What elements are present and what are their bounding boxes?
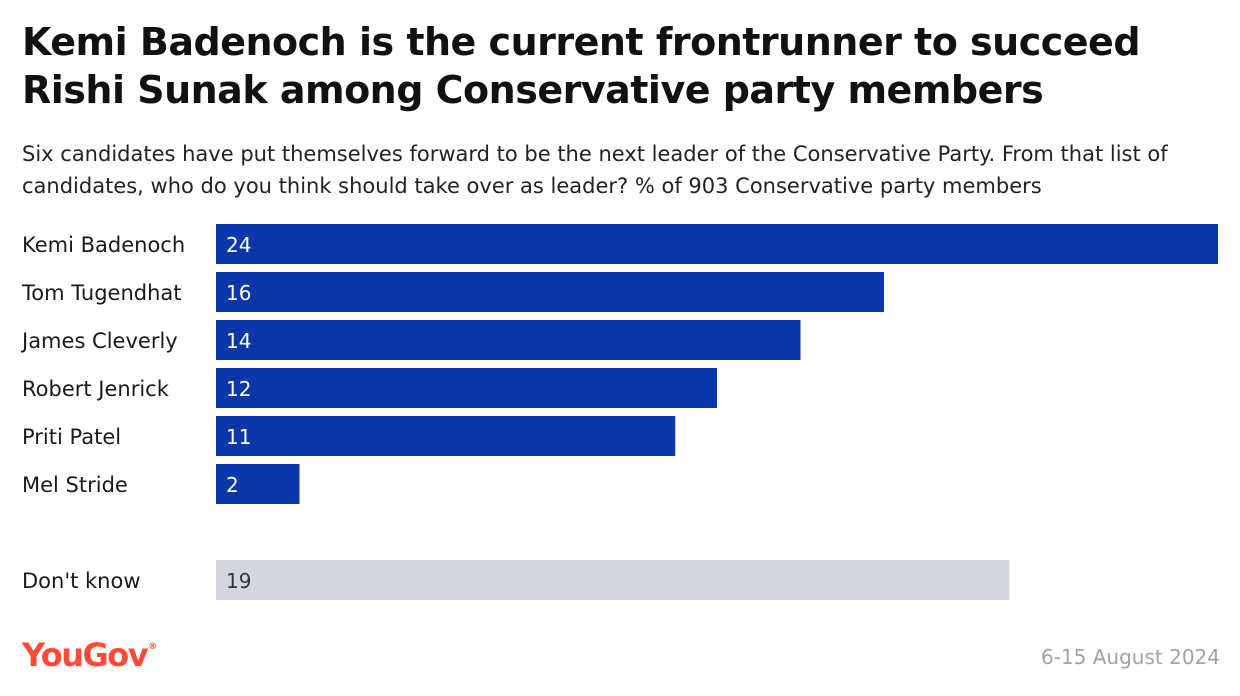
value-label-james-cleverly: 14 (226, 329, 251, 353)
brand-name: YouGov (22, 636, 149, 674)
value-label-tom-tugendhat: 16 (226, 281, 251, 305)
yougov-logo: YouGov® (22, 636, 157, 674)
bar-chart: Kemi Badenoch Tom Tugendhat James Cleverly… (20, 224, 1218, 600)
chart-subtitle: Six candidates have put themselves forwa… (22, 142, 1168, 198)
category-label-robert-jenrick: Robert Jenrick (22, 377, 170, 401)
bars (216, 224, 1218, 600)
fieldwork-date: 6-15 August 2024 (1041, 645, 1220, 669)
value-label-don-t-know: 19 (226, 569, 251, 593)
bar-tom-tugendhat (216, 272, 884, 312)
category-labels: Kemi Badenoch Tom Tugendhat James Cleverly… (20, 233, 185, 593)
category-label-james-cleverly: James Cleverly (20, 329, 178, 353)
category-label-mel-stride: Mel Stride (22, 473, 128, 497)
bar-mel-stride (216, 464, 300, 504)
bar-james-cleverly (216, 320, 801, 360)
chart-title: Kemi Badenoch is the current frontrunner… (22, 20, 1141, 112)
bar-kemi-badenoch (216, 224, 1218, 264)
bar-robert-jenrick (216, 368, 717, 408)
category-label-tom-tugendhat: Tom Tugendhat (21, 281, 182, 305)
value-label-robert-jenrick: 12 (226, 377, 251, 401)
bar-priti-patel (216, 416, 676, 456)
value-labels: 24 16 14 12 11 2 19 (226, 233, 251, 593)
value-label-priti-patel: 11 (226, 425, 251, 449)
category-label-kemi-badenoch: Kemi Badenoch (22, 233, 185, 257)
category-label-don-t-know: Don't know (22, 569, 141, 593)
value-label-mel-stride: 2 (226, 473, 239, 497)
value-label-kemi-badenoch: 24 (226, 233, 251, 257)
registered-mark: ® (148, 642, 158, 652)
bar-don-t-know (216, 560, 1010, 600)
category-label-priti-patel: Priti Patel (22, 425, 121, 449)
